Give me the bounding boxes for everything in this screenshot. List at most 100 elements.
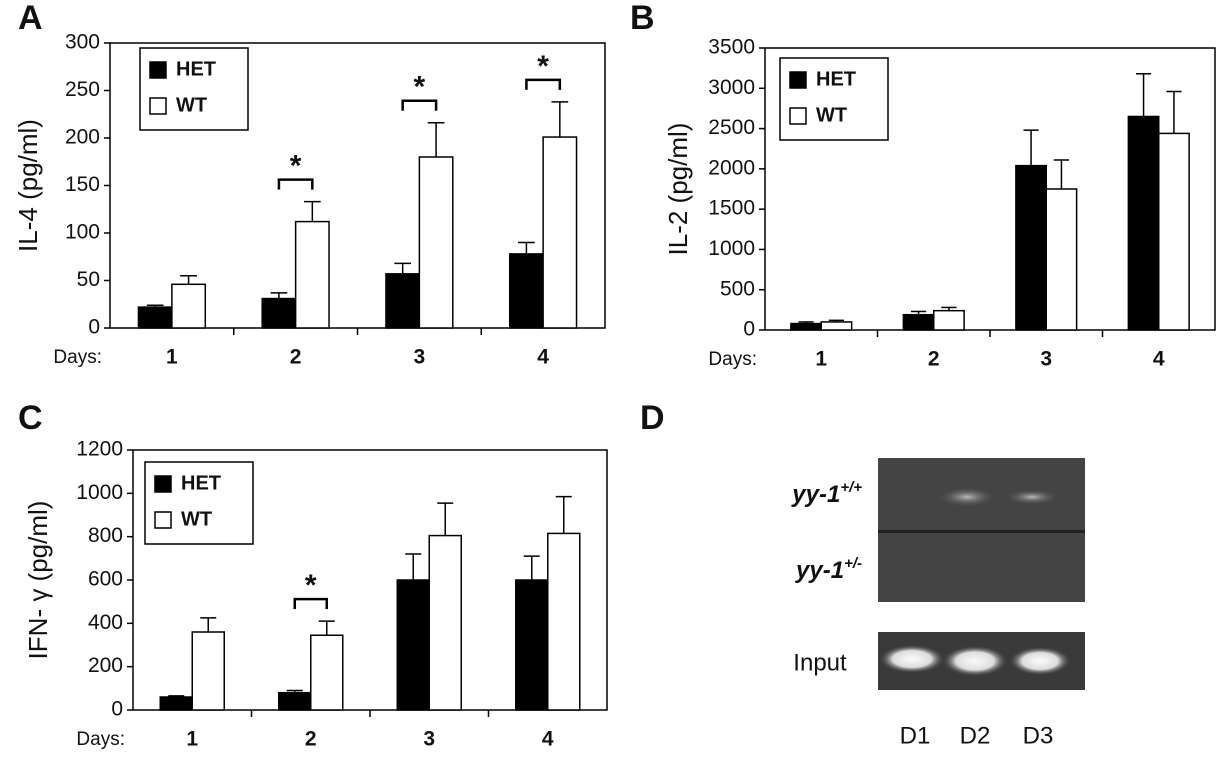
x-tick-label: 1: [815, 348, 827, 371]
bar: [159, 696, 194, 711]
y-axis-label: IL-4 (pg/ml): [13, 119, 43, 252]
legend-swatch: [789, 107, 807, 125]
bar: [542, 136, 578, 329]
y-tick-label: 3000: [708, 76, 755, 99]
legend-swatch: [789, 71, 807, 89]
bar: [902, 313, 935, 331]
y-tick-label: 800: [88, 524, 123, 547]
lane-label: D3: [1023, 722, 1054, 749]
panel-letter: B: [630, 0, 655, 37]
bar: [191, 631, 225, 711]
y-tick-label: 1000: [708, 237, 755, 260]
x-tick-label: 4: [537, 346, 549, 369]
y-tick-label: 0: [88, 316, 100, 339]
gel-band: [943, 646, 1007, 676]
bar: [508, 253, 544, 329]
y-tick-label: 2000: [708, 156, 755, 179]
panel-letter: D: [640, 399, 665, 437]
genotype: +/-: [844, 555, 862, 572]
significance-bracket: [293, 597, 328, 610]
legend-label: WT: [176, 94, 207, 116]
x-tick-label: 1: [186, 728, 198, 751]
panel-letter: C: [18, 399, 43, 437]
x-axis-label: Days:: [708, 349, 757, 370]
x-tick-label: 4: [1153, 348, 1165, 371]
significance-label: *: [537, 50, 549, 83]
legend-label: HET: [816, 68, 856, 90]
legend-label: HET: [181, 472, 221, 494]
significance-label: *: [305, 569, 317, 602]
significance-label: *: [414, 71, 426, 104]
legend-swatch: [154, 511, 172, 529]
bar: [820, 321, 853, 331]
significance-bracket: [525, 78, 562, 90]
significance-label: *: [290, 150, 302, 183]
legend-label: HET: [176, 58, 216, 80]
bar: [294, 220, 330, 329]
y-tick-label: 1000: [76, 481, 123, 504]
gel-divider: [878, 530, 1085, 533]
y-axis-label: IFN- γ (pg/ml): [23, 501, 53, 660]
bar: [933, 309, 965, 331]
y-tick-label: 150: [65, 173, 100, 196]
significance-bracket: [277, 178, 314, 190]
x-tick-label: 3: [423, 728, 435, 751]
legend-label: WT: [181, 508, 212, 530]
bar: [428, 534, 462, 711]
gel-band: [880, 645, 944, 673]
y-tick-label: 600: [88, 568, 123, 591]
row-label: yy-1+/-: [795, 555, 862, 584]
bar: [1015, 164, 1047, 331]
bar: [137, 306, 173, 329]
panel-letter: A: [18, 0, 43, 37]
x-tick-label: 2: [305, 728, 317, 751]
input-label: Input: [793, 649, 847, 676]
y-tick-label: 200: [65, 126, 100, 149]
lane-label: D2: [960, 722, 991, 749]
y-tick-label: 0: [111, 698, 123, 721]
bar: [515, 579, 549, 711]
bar: [1158, 132, 1190, 331]
legend-swatch: [149, 97, 167, 115]
y-tick-label: 200: [88, 654, 123, 677]
bar: [171, 283, 207, 329]
x-tick-label: 4: [542, 728, 554, 751]
bar: [278, 691, 312, 711]
y-tick-label: 400: [88, 611, 123, 634]
y-tick-label: 1200: [76, 438, 123, 461]
x-tick-label: 2: [290, 346, 302, 369]
bar: [1045, 188, 1078, 331]
x-axis-label: Days:: [53, 347, 102, 368]
gel-band: [1004, 489, 1060, 505]
bar: [261, 297, 297, 329]
y-tick-label: 1500: [708, 197, 755, 220]
x-tick-label: 2: [928, 348, 940, 371]
bar: [396, 579, 431, 711]
y-axis-label: IL-2 (pg/ml): [663, 123, 693, 256]
y-tick-label: 2500: [708, 116, 755, 139]
y-tick-label: 50: [77, 268, 100, 291]
bar: [790, 322, 822, 331]
bar: [385, 273, 421, 329]
bar: [1127, 115, 1160, 331]
bar: [310, 634, 344, 711]
legend-swatch: [154, 475, 172, 493]
row-label: yy-1+/+: [791, 479, 862, 508]
x-tick-label: 3: [1040, 348, 1052, 371]
bar: [418, 156, 454, 329]
legend-swatch: [149, 61, 167, 79]
y-tick-label: 300: [65, 31, 100, 54]
genotype: +/+: [840, 479, 862, 496]
y-tick-label: 100: [65, 221, 100, 244]
gene: yy-1: [791, 481, 840, 508]
x-tick-label: 1: [166, 346, 178, 369]
y-tick-label: 250: [65, 78, 100, 101]
legend-label: WT: [816, 104, 847, 126]
gel-band: [937, 487, 997, 507]
gene: yy-1: [795, 557, 844, 584]
y-tick-label: 0: [743, 318, 755, 341]
y-tick-label: 3500: [708, 36, 755, 59]
gel-band: [1010, 647, 1070, 675]
bar: [547, 532, 581, 711]
